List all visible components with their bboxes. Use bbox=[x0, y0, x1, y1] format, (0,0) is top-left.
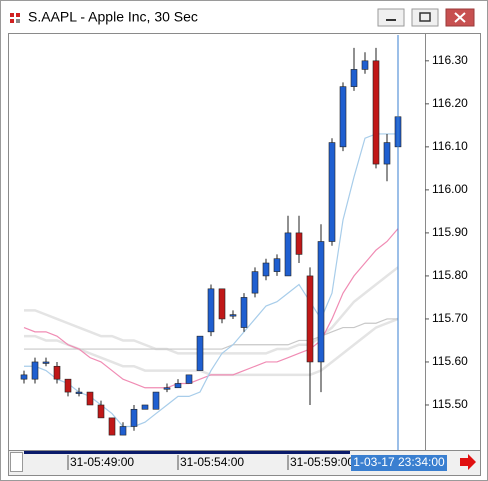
candle-body bbox=[383, 142, 391, 165]
y-tick-label: 116.30 bbox=[432, 53, 468, 67]
y-tick-label: 115.50 bbox=[432, 397, 468, 411]
candle-body bbox=[31, 361, 39, 380]
y-tick-label: 115.60 bbox=[432, 354, 468, 368]
scroll-box[interactable] bbox=[10, 452, 23, 472]
candle-body bbox=[284, 232, 292, 277]
candle-body bbox=[350, 69, 358, 87]
chart-frame bbox=[8, 33, 481, 476]
candle-body bbox=[295, 232, 303, 255]
scroll-bar[interactable] bbox=[24, 450, 350, 454]
candle-body bbox=[361, 60, 369, 70]
scroll-right-arrow[interactable] bbox=[460, 454, 476, 470]
candle-body bbox=[185, 374, 193, 384]
restore-button[interactable] bbox=[411, 8, 439, 27]
plot-area bbox=[20, 47, 402, 436]
app-icon bbox=[10, 13, 20, 23]
candle-body bbox=[229, 314, 237, 317]
y-tick-label: 115.80 bbox=[432, 268, 468, 282]
x-tick-label: 31-05:49:00 bbox=[70, 455, 134, 469]
candle-body bbox=[240, 297, 248, 328]
candle-body bbox=[328, 142, 336, 242]
candle-body bbox=[141, 404, 149, 410]
indicator-line bbox=[24, 318, 398, 350]
candle-body bbox=[196, 335, 204, 371]
candle-body bbox=[262, 262, 270, 277]
x-tick-label: 31-05:59:00 bbox=[290, 455, 354, 469]
candle-body bbox=[339, 86, 347, 148]
candle-body bbox=[119, 426, 127, 436]
candle-body bbox=[163, 387, 171, 390]
crosshair-label-bg bbox=[351, 455, 447, 471]
candle-body bbox=[306, 275, 314, 363]
candle-body bbox=[317, 241, 325, 363]
close-button[interactable] bbox=[445, 8, 475, 27]
candle-body bbox=[207, 288, 215, 333]
x-tick-label: 31-05:54:00 bbox=[180, 455, 244, 469]
y-tick-label: 116.00 bbox=[432, 182, 468, 196]
candle-body bbox=[53, 365, 61, 380]
candle-body bbox=[42, 361, 50, 364]
window-title: S.AAPL - Apple Inc, 30 Sec bbox=[28, 9, 198, 25]
candle-body bbox=[152, 391, 160, 410]
candle-body bbox=[64, 378, 72, 393]
candle-body bbox=[108, 417, 116, 436]
candle-body bbox=[251, 271, 259, 294]
y-tick-label: 115.70 bbox=[432, 311, 468, 325]
y-tick-label: 115.90 bbox=[432, 225, 468, 239]
crosshair-label: 1-03-17 23:34:00 bbox=[353, 455, 445, 469]
candle-body bbox=[218, 288, 226, 320]
candle-body bbox=[130, 408, 138, 427]
indicator-line bbox=[24, 133, 398, 428]
candle-body bbox=[174, 383, 182, 389]
indicator-line bbox=[24, 266, 399, 355]
y-tick-label: 116.10 bbox=[432, 139, 468, 153]
candle-body bbox=[372, 60, 380, 165]
indicator-line bbox=[23, 228, 399, 389]
candle-body bbox=[20, 374, 28, 380]
candle-body bbox=[97, 404, 105, 419]
candle-body bbox=[86, 391, 94, 406]
y-tick-label: 116.20 bbox=[432, 96, 468, 110]
candle-body bbox=[273, 258, 281, 272]
candle-body bbox=[75, 391, 83, 394]
minimize-button[interactable] bbox=[377, 8, 405, 27]
